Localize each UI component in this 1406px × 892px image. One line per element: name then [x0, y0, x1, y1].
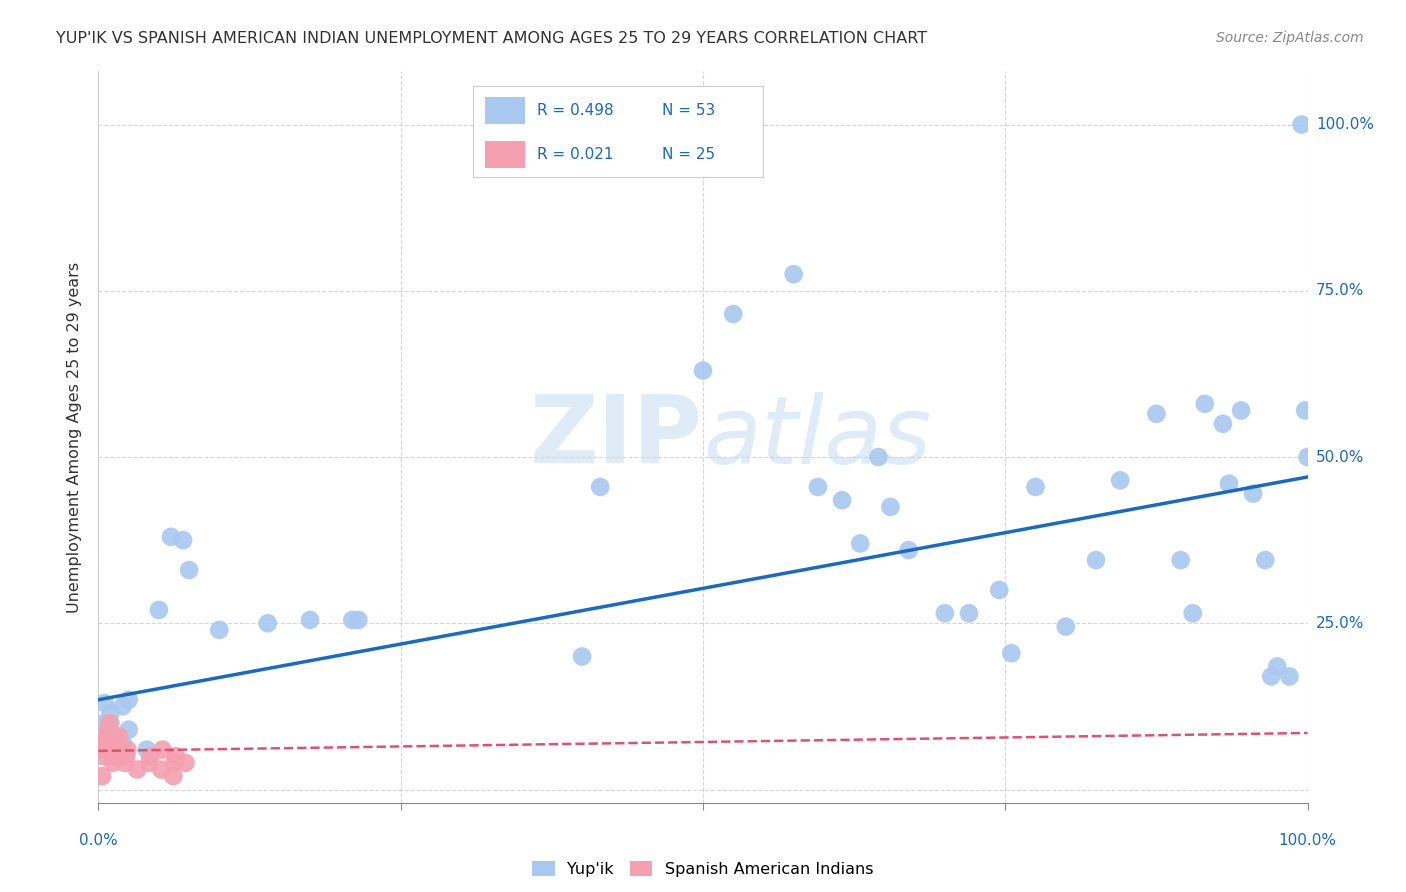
Point [98, 716, 121, 731]
Point [105, 729, 128, 743]
Text: ZIP: ZIP [530, 391, 703, 483]
Text: 100.0%: 100.0% [1278, 833, 1337, 848]
Point [135, 742, 157, 756]
Point [208, 623, 231, 637]
Point [101, 756, 124, 770]
Point [1241, 486, 1264, 500]
Point [100, 706, 122, 720]
Point [589, 480, 612, 494]
Point [1144, 407, 1167, 421]
Point [807, 480, 830, 494]
Point [1260, 669, 1282, 683]
Point [150, 763, 173, 777]
Text: 100.0%: 100.0% [1316, 117, 1374, 132]
Point [1194, 397, 1216, 411]
Point [1230, 403, 1253, 417]
Point [174, 756, 197, 770]
Point [96, 729, 118, 743]
Point [1000, 646, 1022, 660]
Point [108, 729, 131, 743]
Point [160, 530, 183, 544]
Text: Source: ZipAtlas.com: Source: ZipAtlas.com [1216, 31, 1364, 45]
Text: 75.0%: 75.0% [1316, 284, 1364, 298]
Point [93, 716, 115, 731]
Y-axis label: Unemployment Among Ages 25 to 29 years: Unemployment Among Ages 25 to 29 years [67, 261, 83, 613]
Point [163, 756, 186, 770]
Point [93, 742, 115, 756]
Point [138, 756, 160, 770]
Point [1296, 450, 1319, 464]
Point [115, 749, 138, 764]
Point [148, 603, 170, 617]
Text: atlas: atlas [703, 392, 931, 483]
Point [256, 616, 278, 631]
Point [988, 582, 1011, 597]
Point [1294, 403, 1316, 417]
Point [111, 736, 134, 750]
Point [114, 756, 136, 770]
Point [91, 749, 114, 764]
Point [104, 749, 127, 764]
Point [1085, 553, 1108, 567]
Point [162, 769, 184, 783]
Point [1054, 619, 1077, 633]
Text: 50.0%: 50.0% [1316, 450, 1364, 465]
Point [868, 450, 890, 464]
Point [94, 736, 117, 750]
Text: YUP'IK VS SPANISH AMERICAN INDIAN UNEMPLOYMENT AMONG AGES 25 TO 29 YEARS CORRELA: YUP'IK VS SPANISH AMERICAN INDIAN UNEMPL… [56, 31, 928, 46]
Point [723, 307, 745, 321]
Point [118, 723, 141, 737]
Point [298, 613, 321, 627]
Point [879, 500, 901, 514]
Point [139, 749, 162, 764]
Point [1212, 417, 1234, 431]
Legend: Yup'ik, Spanish American Indians: Yup'ik, Spanish American Indians [526, 855, 880, 883]
Point [152, 742, 174, 756]
Point [571, 649, 593, 664]
Point [347, 613, 370, 627]
Point [105, 742, 128, 756]
Text: 0.0%: 0.0% [79, 833, 118, 848]
Point [117, 742, 139, 756]
Point [100, 716, 122, 731]
Point [1170, 553, 1192, 567]
Point [934, 607, 956, 621]
Point [111, 699, 134, 714]
Text: 25.0%: 25.0% [1316, 615, 1364, 631]
Point [1278, 669, 1301, 683]
Point [97, 723, 120, 737]
Point [692, 363, 714, 377]
Point [1109, 473, 1132, 487]
Point [177, 563, 201, 577]
Point [1218, 476, 1240, 491]
Point [1024, 480, 1046, 494]
Point [93, 696, 115, 710]
Point [782, 267, 804, 281]
Point [1291, 118, 1313, 132]
Point [107, 736, 129, 750]
Point [127, 763, 149, 777]
Point [342, 613, 364, 627]
Point [91, 769, 114, 783]
Point [1181, 607, 1204, 621]
Point [165, 749, 187, 764]
Point [1254, 553, 1277, 567]
Point [103, 749, 125, 764]
Point [118, 692, 141, 706]
Point [831, 493, 853, 508]
Point [897, 543, 920, 558]
Point [957, 607, 980, 621]
Point [1265, 659, 1288, 673]
Point [172, 533, 194, 548]
Point [849, 536, 872, 550]
